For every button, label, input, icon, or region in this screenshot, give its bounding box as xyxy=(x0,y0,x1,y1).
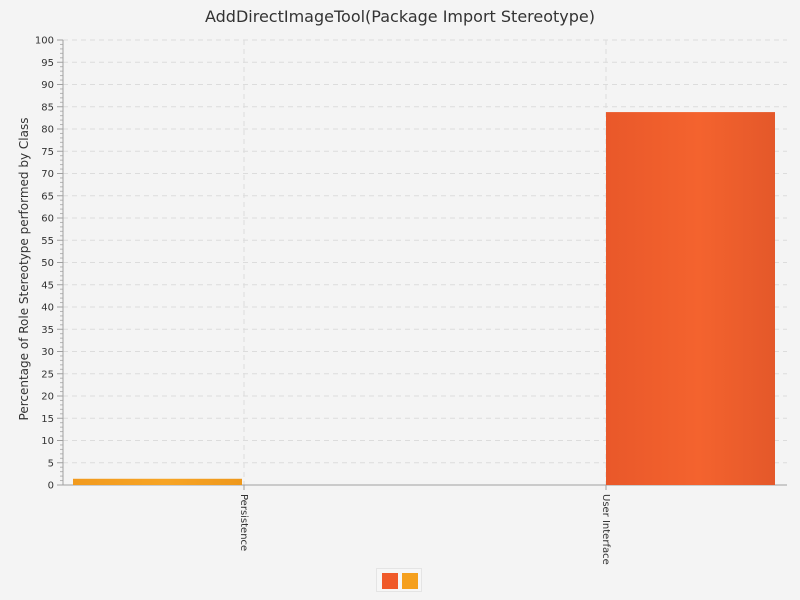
chart-title: AddDirectImageTool(Package Import Stereo… xyxy=(204,7,596,26)
bars xyxy=(73,112,775,485)
y-tick-label: 95 xyxy=(41,58,54,69)
x-tick-label: User Interface xyxy=(600,494,611,565)
y-tick-label: 45 xyxy=(41,280,54,291)
y-tick-label: 75 xyxy=(41,147,54,158)
y-tick-label: 55 xyxy=(41,236,54,247)
y-tick-label: 65 xyxy=(41,191,54,202)
y-tick-label: 70 xyxy=(41,169,54,180)
y-tick-label: 40 xyxy=(41,303,54,314)
y-tick-label: 90 xyxy=(41,80,54,91)
legend xyxy=(376,568,422,592)
tick-labels: 0 5 10 15 20 25 30 35 40 45 50 55 60 65 70 75 80 85 90 95 10… xyxy=(35,36,611,565)
legend-swatch-orange-red xyxy=(382,573,398,589)
y-tick-label: 0 xyxy=(48,481,54,492)
y-tick-label: 20 xyxy=(41,392,54,403)
bar-user-interface xyxy=(606,112,775,485)
y-tick-label: 80 xyxy=(41,125,54,136)
y-tick-label: 35 xyxy=(41,325,54,336)
bar-persistence xyxy=(73,478,242,485)
y-tick-label: 50 xyxy=(41,258,54,269)
y-tick-label: 5 xyxy=(48,458,54,469)
x-tick-label: Persistence xyxy=(238,494,249,551)
y-tick-label: 85 xyxy=(41,102,54,113)
y-tick-label: 15 xyxy=(41,414,54,425)
y-tick-label: 100 xyxy=(35,36,54,47)
y-tick-label: 60 xyxy=(41,214,54,225)
y-tick-label: 30 xyxy=(41,347,54,358)
legend-swatch-orange xyxy=(402,573,418,589)
y-tick-label: 25 xyxy=(41,369,54,380)
y-tick-label: 10 xyxy=(41,436,54,447)
